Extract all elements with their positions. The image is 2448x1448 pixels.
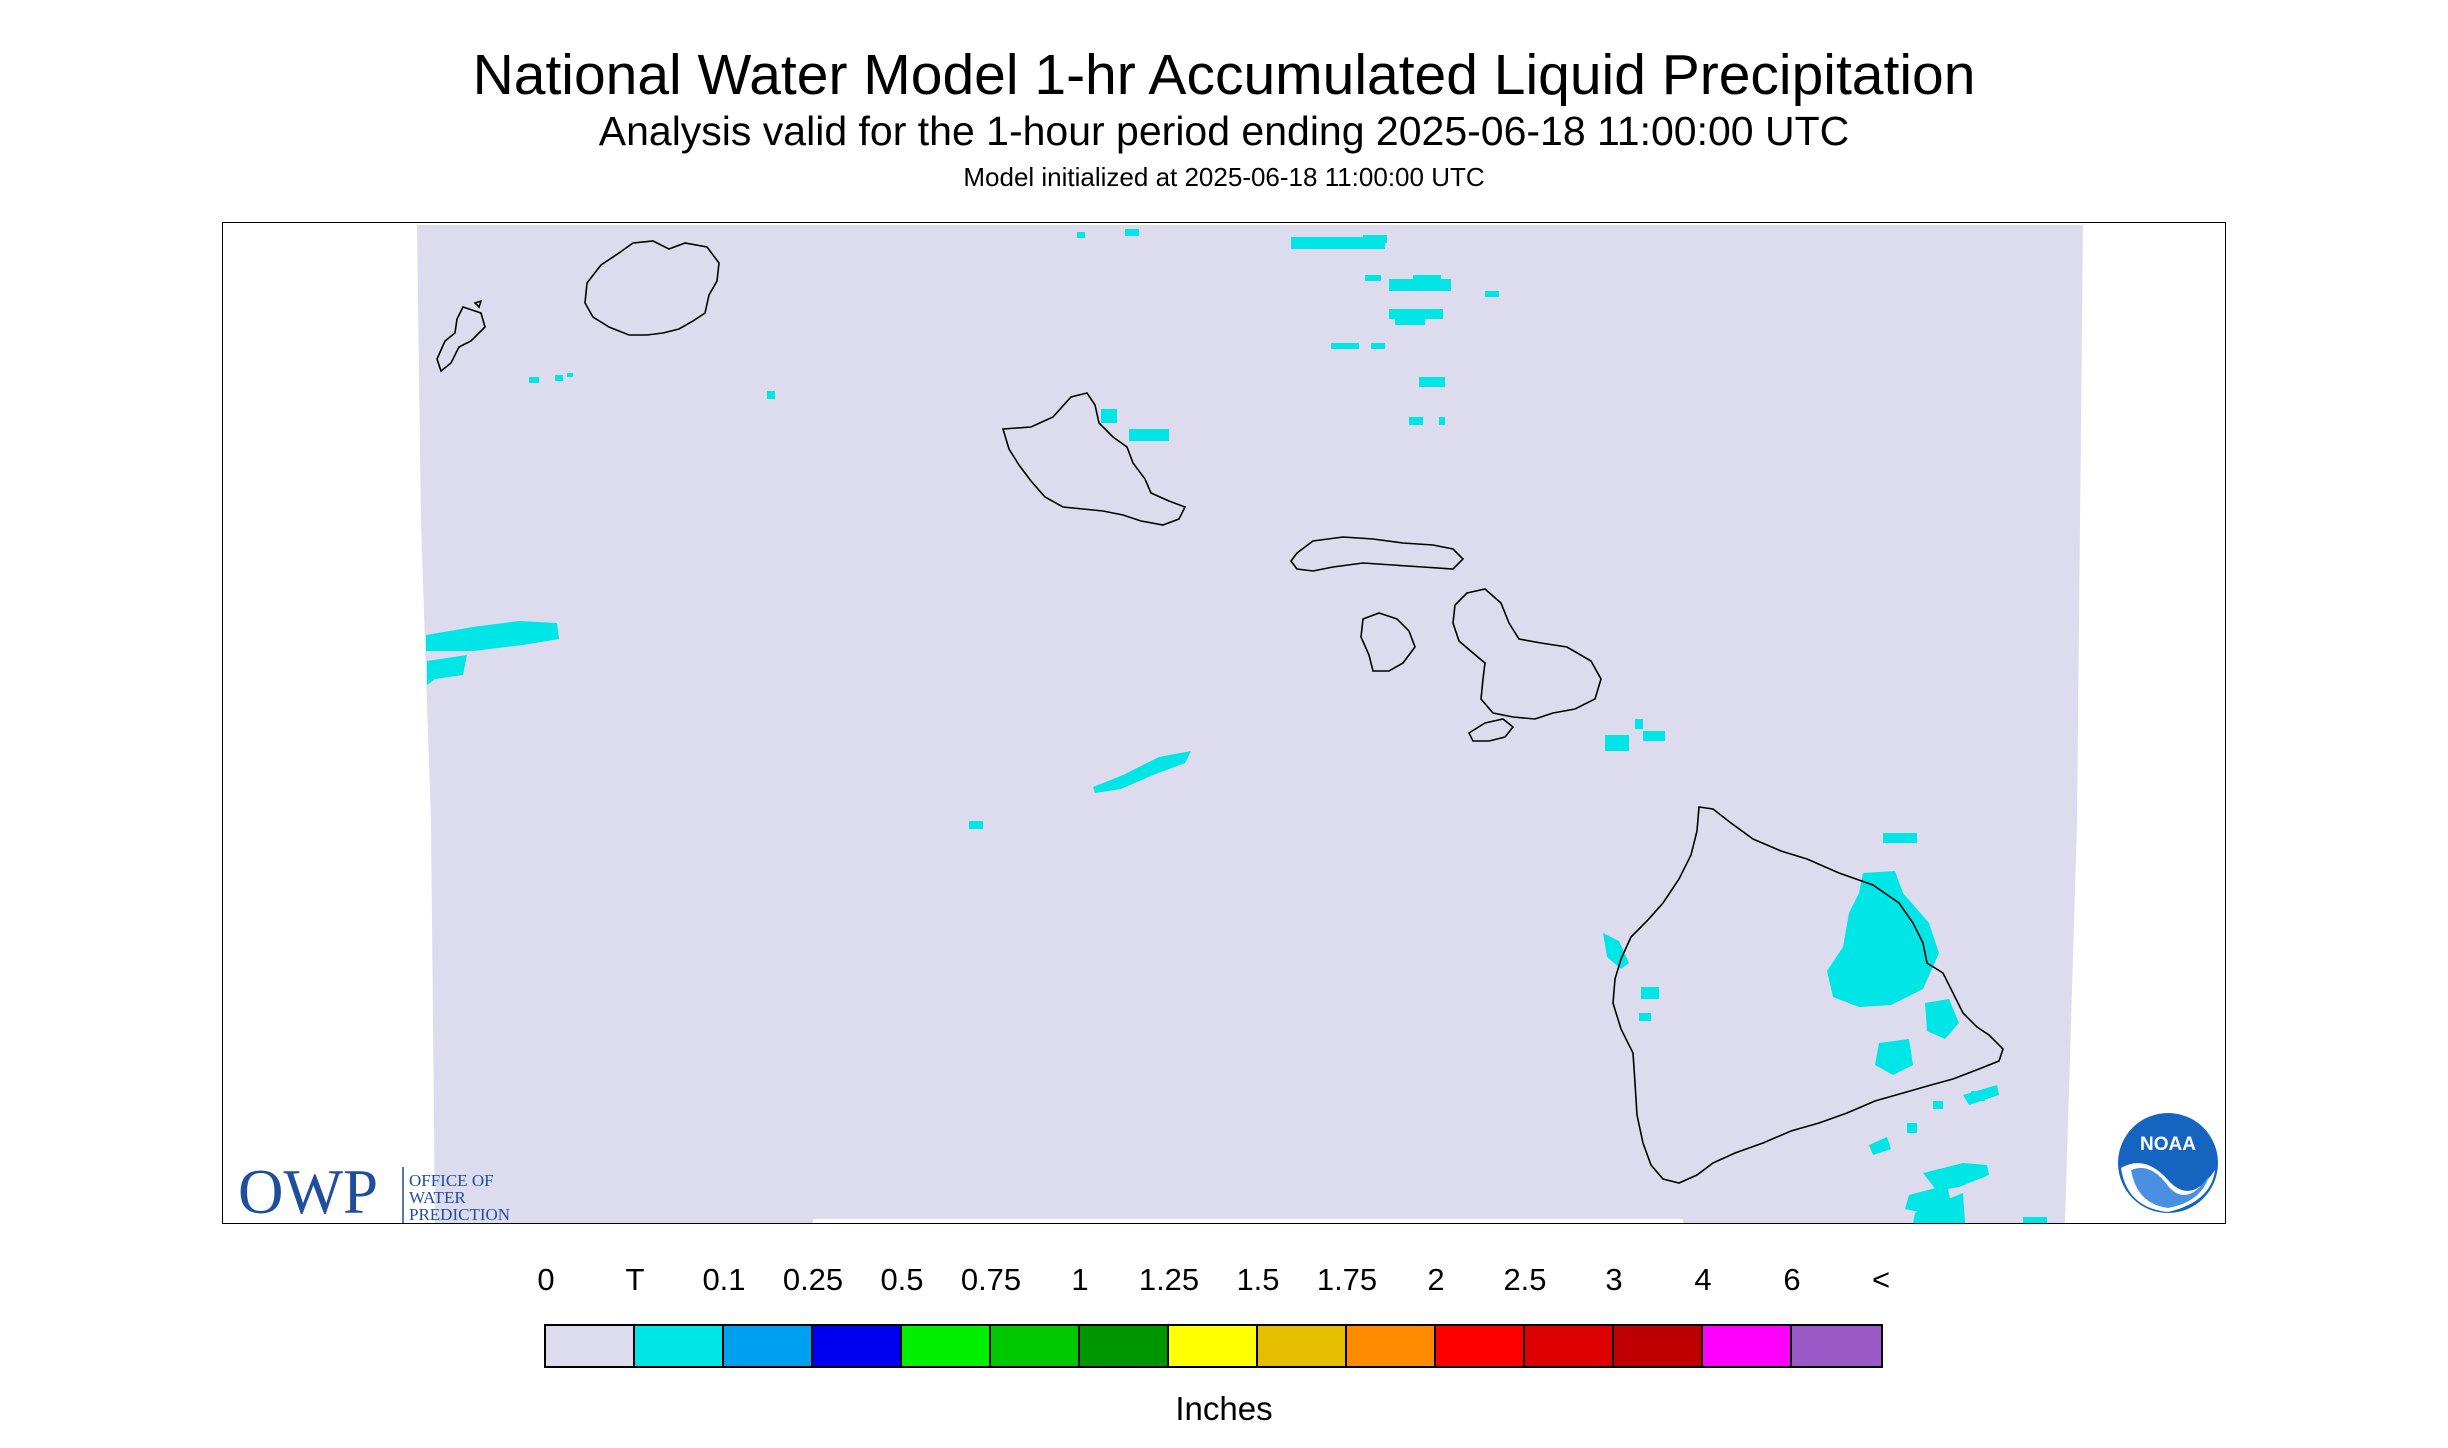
- precip-areas: [426, 229, 2047, 1223]
- precip-cell: [529, 377, 539, 383]
- legend-swatch: [813, 1326, 902, 1366]
- precip-cell: [1365, 275, 1381, 281]
- precip-cell: [1331, 343, 1359, 349]
- owp-logo-line1: OFFICE OF: [409, 1171, 494, 1190]
- legend-swatch: [1258, 1326, 1347, 1366]
- precip-cell: [1923, 1163, 1989, 1191]
- owp-logo: OWP OFFICE OF WATER PREDICTION: [236, 1155, 556, 1230]
- legend-swatch: [1614, 1326, 1703, 1366]
- legend-tick-label: 2: [1427, 1262, 1445, 1297]
- legend-tick-label: 0.5: [880, 1262, 924, 1297]
- legend-tick-label: 0.25: [782, 1262, 844, 1297]
- chart-title: National Water Model 1-hr Accumulated Li…: [472, 43, 1976, 107]
- precip-cell: [1635, 719, 1643, 729]
- precip-cell: [1413, 275, 1441, 283]
- legend-tick-label: 0: [537, 1262, 555, 1297]
- precip-cell: [1125, 229, 1139, 236]
- precip-cell: [1371, 343, 1385, 349]
- oahu-coastline: [1001, 392, 1187, 526]
- precip-cell: [1605, 735, 1629, 751]
- legend-tick-label: <: [1871, 1262, 1891, 1297]
- precip-cell: [426, 621, 559, 651]
- legend-tick-label: 0.1: [702, 1262, 746, 1297]
- precip-cell: [1419, 377, 1445, 387]
- niihau-coastline: [436, 306, 486, 373]
- precip-cell: [1409, 417, 1423, 425]
- precip-cell: [1641, 987, 1659, 999]
- legend-tick-label: 4: [1694, 1262, 1712, 1297]
- lanai-coastline: [1360, 612, 1416, 672]
- precip-cell: [1129, 429, 1169, 441]
- noaa-logo-text: NOAA: [2140, 1134, 2196, 1155]
- precip-cell: [2023, 1217, 2047, 1223]
- precip-cell: [1395, 319, 1425, 325]
- legend-swatch: [724, 1326, 813, 1366]
- precip-cell: [969, 821, 983, 829]
- lehua-coastline: [473, 299, 483, 309]
- precip-cell: [555, 375, 563, 381]
- precip-cell: [1875, 1039, 1913, 1075]
- precip-cell: [767, 391, 775, 399]
- legend-colorbar: [544, 1324, 1883, 1368]
- legend-swatch: [1436, 1326, 1525, 1366]
- precip-cell: [1639, 1013, 1651, 1021]
- legend-swatch: [1703, 1326, 1792, 1366]
- legend-tick-label: 1.5: [1236, 1262, 1280, 1297]
- legend-swatch: [1525, 1326, 1614, 1366]
- legend-tick-label: 1.25: [1138, 1262, 1200, 1297]
- legend-swatch: [902, 1326, 991, 1366]
- kauai-coastline: [584, 240, 720, 336]
- precip-cell: [427, 655, 467, 685]
- precip-cell: [1603, 933, 1629, 969]
- model-init-text: Model initialized at 2025-06-18 11:00:00…: [963, 162, 1485, 192]
- hawaii-island-coastline: [1612, 806, 2004, 1184]
- precip-cell: [1933, 1101, 1943, 1109]
- precip-cell: [1077, 232, 1085, 238]
- precip-cell: [1093, 751, 1191, 793]
- chart-subtitle: Analysis valid for the 1-hour period end…: [598, 108, 1850, 154]
- kahoolawe-coastline: [1467, 718, 1515, 742]
- legend-tick-label: 2.5: [1503, 1262, 1547, 1297]
- owp-logo-text: OWP: [238, 1157, 378, 1225]
- legend-swatch: [635, 1326, 724, 1366]
- legend-tick-label: 3: [1605, 1262, 1623, 1297]
- precip-cell: [1925, 999, 1959, 1039]
- legend-swatch: [1169, 1326, 1258, 1366]
- legend-tick-label: T: [625, 1262, 645, 1297]
- precip-cell: [1907, 1123, 1917, 1133]
- legend-swatch: [546, 1326, 635, 1366]
- precip-cell: [1485, 291, 1499, 297]
- legend-tick-label: 1.75: [1316, 1262, 1378, 1297]
- precip-cell: [1883, 833, 1917, 843]
- legend-swatch: [991, 1326, 1080, 1366]
- noaa-logo: NOAA: [2115, 1110, 2221, 1221]
- precip-cell: [1963, 1085, 1999, 1105]
- precip-cell: [1827, 871, 1939, 1007]
- precip-cell: [1389, 309, 1443, 319]
- precip-cell: [1363, 235, 1387, 243]
- legend-tick-labels: 0 T 0.1 0.25 0.5 0.75 1 1.25 1.5 1.75 2 2.5 3 4 6 <: [0, 1262, 2448, 1302]
- precip-cell: [1101, 409, 1117, 423]
- owp-logo-line2: WATER: [409, 1188, 466, 1207]
- precip-cell: [1643, 731, 1665, 741]
- precip-cell: [567, 373, 573, 377]
- legend-tick-label: 6: [1783, 1262, 1801, 1297]
- owp-logo-line3: PREDICTION: [409, 1205, 510, 1224]
- legend-tick-label: 0.75: [960, 1262, 1022, 1297]
- legend-swatch: [1792, 1326, 1881, 1366]
- model-domain: [417, 225, 2083, 1223]
- legend-units-label: Inches: [1175, 1390, 1273, 1427]
- precip-cell: [1291, 237, 1385, 249]
- molokai-coastline: [1290, 536, 1465, 572]
- precip-cell: [1439, 417, 1445, 425]
- legend-tick-label: 1: [1071, 1262, 1089, 1297]
- map-panel: [222, 222, 2226, 1224]
- precip-cell: [1913, 1193, 1965, 1223]
- legend-swatch: [1080, 1326, 1169, 1366]
- precip-cell: [1869, 1137, 1891, 1155]
- precip-map: [417, 225, 2083, 1223]
- legend-swatch: [1347, 1326, 1436, 1366]
- maui-coastline: [1452, 588, 1602, 720]
